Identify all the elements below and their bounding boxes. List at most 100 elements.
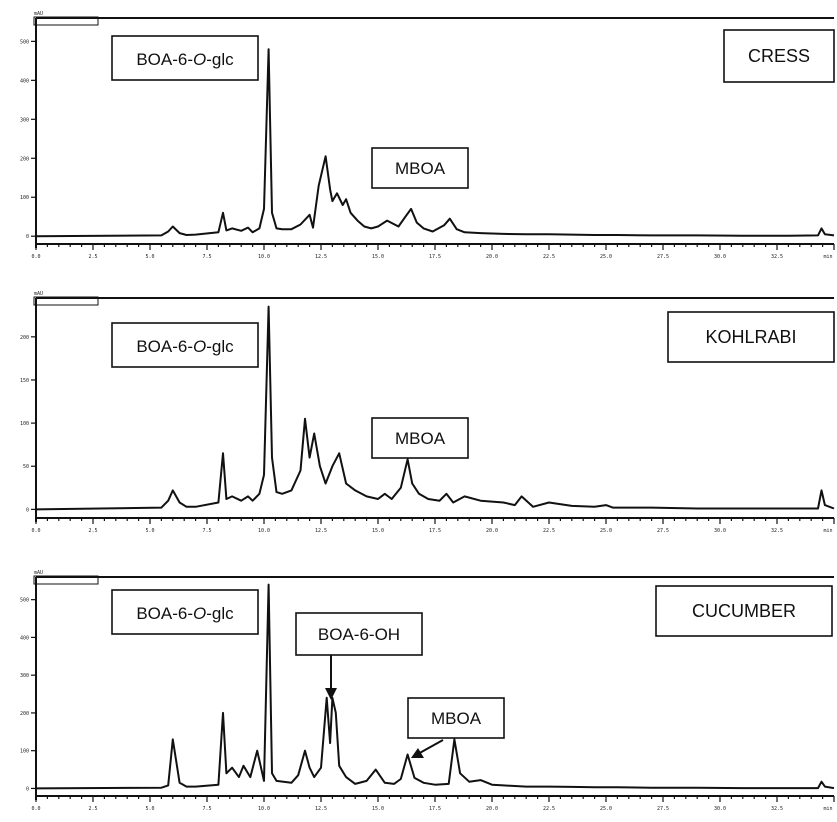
y-ticks: 0 100 200 300 400 500 xyxy=(20,39,36,240)
x-tick-label: 2.5 xyxy=(88,806,97,812)
label-boa-6-oh: BOA-6-OH xyxy=(295,612,423,700)
label-text: BOA-6-OH xyxy=(318,625,400,644)
y-tick-label: 100 xyxy=(20,749,29,755)
x-tick-label: 12.5 xyxy=(315,254,327,260)
x-tick-label: 15.0 xyxy=(372,528,384,534)
y-tick-label: 200 xyxy=(20,156,29,162)
y-tick-label: 400 xyxy=(20,78,29,84)
sample-name: CRESS xyxy=(748,46,810,66)
label-text: MBOA xyxy=(395,159,446,178)
y-tick-label: 50 xyxy=(23,464,29,470)
label-boa-6-o-glc: BOA-6-O-glc xyxy=(111,35,259,81)
label-italic: O xyxy=(193,50,206,69)
y-tick-label: 200 xyxy=(20,335,29,341)
panel-kohlrabi: mAU 0 50 100 150 200 0.0 2.5 5.0 7.5 10.0 12.5 15.… xyxy=(20,291,835,534)
panel-cress: mAU 0 100 200 300 400 500 0.0 2.5 5.0 7.5 10.0 12.… xyxy=(20,11,835,260)
y-tick-label: 200 xyxy=(20,711,29,717)
label-suffix: -glc xyxy=(206,337,234,356)
trace-line xyxy=(35,583,835,790)
arrow-head xyxy=(411,748,424,758)
label-suffix: -glc xyxy=(206,604,234,623)
label-text: BOA-6- xyxy=(136,50,193,69)
sample-label-cress: CRESS xyxy=(723,29,835,83)
x-tick-label: 2.5 xyxy=(88,254,97,260)
y-tick-label: 100 xyxy=(20,195,29,201)
y-tick-label: 500 xyxy=(20,39,29,45)
x-tick-label: 25.0 xyxy=(600,254,612,260)
label-italic: O xyxy=(193,604,206,623)
y-unit-label: mAU xyxy=(34,291,43,297)
y-tick-label: 100 xyxy=(20,421,29,427)
x-tick-label: 27.5 xyxy=(657,806,669,812)
sample-name: CUCUMBER xyxy=(692,601,796,621)
x-tick-label: 32.5 xyxy=(771,528,783,534)
arrow-head xyxy=(325,688,337,700)
x-tick-label: min xyxy=(823,806,832,812)
sample-label-cucumber: CUCUMBER xyxy=(655,585,833,637)
label-mboa: MBOA xyxy=(407,697,505,758)
sample-name: KOHLRABI xyxy=(705,327,796,347)
x-tick-label: 0.0 xyxy=(31,528,40,534)
x-tick-label: 5.0 xyxy=(145,806,154,812)
label-mboa: MBOA xyxy=(371,417,469,459)
x-tick-label: 22.5 xyxy=(543,806,555,812)
x-tick-label: min xyxy=(823,254,832,260)
label-italic: O xyxy=(193,337,206,356)
y-tick-label: 300 xyxy=(20,117,29,123)
label-text: MBOA xyxy=(431,709,482,728)
x-tick-label: 20.0 xyxy=(486,528,498,534)
x-ticks: 0.0 2.5 5.0 7.5 10.0 12.5 15.0 17.5 20.0 22.5 25.0… xyxy=(31,796,835,812)
y-tick-label: 0 xyxy=(26,234,29,240)
x-tick-label: 0.0 xyxy=(31,806,40,812)
x-tick-label: 12.5 xyxy=(315,528,327,534)
y-tick-label: 0 xyxy=(26,507,29,513)
x-tick-label: 30.0 xyxy=(714,254,726,260)
y-tick-label: 150 xyxy=(20,378,29,384)
x-tick-label: 5.0 xyxy=(145,528,154,534)
x-tick-label: 27.5 xyxy=(657,254,669,260)
x-tick-label: 30.0 xyxy=(714,806,726,812)
x-tick-label: 10.0 xyxy=(258,806,270,812)
x-tick-label: 15.0 xyxy=(372,254,384,260)
y-tick-label: 0 xyxy=(26,786,29,792)
panel-cucumber: mAU 0 100 200 300 400 500 0.0 2.5 5.0 7.5 10.0 12.… xyxy=(20,570,835,812)
svg-text:BOA-6-O-glc: BOA-6-O-glc xyxy=(136,50,234,69)
x-tick-label: 7.5 xyxy=(202,528,211,534)
y-unit-label: mAU xyxy=(34,11,43,17)
x-tick-label: 2.5 xyxy=(88,528,97,534)
y-tick-label: 300 xyxy=(20,673,29,679)
x-tick-label: 7.5 xyxy=(202,806,211,812)
x-tick-label: 20.0 xyxy=(486,806,498,812)
x-tick-label: 0.0 xyxy=(31,254,40,260)
x-tick-label: 30.0 xyxy=(714,528,726,534)
x-tick-label: 25.0 xyxy=(600,806,612,812)
x-tick-label: 32.5 xyxy=(771,254,783,260)
x-tick-label: 15.0 xyxy=(372,806,384,812)
x-ticks: 0.0 2.5 5.0 7.5 10.0 12.5 15.0 17.5 20.0 22.5 25.0… xyxy=(31,518,835,534)
x-tick-label: 12.5 xyxy=(315,806,327,812)
x-tick-label: 5.0 xyxy=(145,254,154,260)
x-tick-label: 17.5 xyxy=(429,254,441,260)
label-text: MBOA xyxy=(395,429,446,448)
x-tick-label: 17.5 xyxy=(429,806,441,812)
label-boa-6-o-glc: BOA-6-O-glc xyxy=(111,322,259,368)
x-tick-label: 27.5 xyxy=(657,528,669,534)
label-text: BOA-6- xyxy=(136,604,193,623)
x-tick-label: min xyxy=(823,528,832,534)
y-tick-label: 500 xyxy=(20,598,29,604)
sample-label-kohlrabi: KOHLRABI xyxy=(667,311,835,363)
y-ticks: 0 50 100 150 200 xyxy=(20,335,36,513)
svg-text:BOA-6-O-glc: BOA-6-O-glc xyxy=(136,604,234,623)
trace-line xyxy=(35,48,835,238)
label-text: BOA-6- xyxy=(136,337,193,356)
y-ticks: 0 100 200 300 400 500 xyxy=(20,598,36,792)
label-suffix: -glc xyxy=(206,50,234,69)
y-unit-label: mAU xyxy=(34,570,43,576)
x-tick-label: 10.0 xyxy=(258,528,270,534)
x-tick-label: 10.0 xyxy=(258,254,270,260)
x-tick-label: 17.5 xyxy=(429,528,441,534)
x-tick-label: 7.5 xyxy=(202,254,211,260)
x-ticks: 0.0 2.5 5.0 7.5 10.0 12.5 15.0 17.5 20.0 22.5 25.0… xyxy=(31,244,835,260)
label-mboa: MBOA xyxy=(371,147,469,189)
